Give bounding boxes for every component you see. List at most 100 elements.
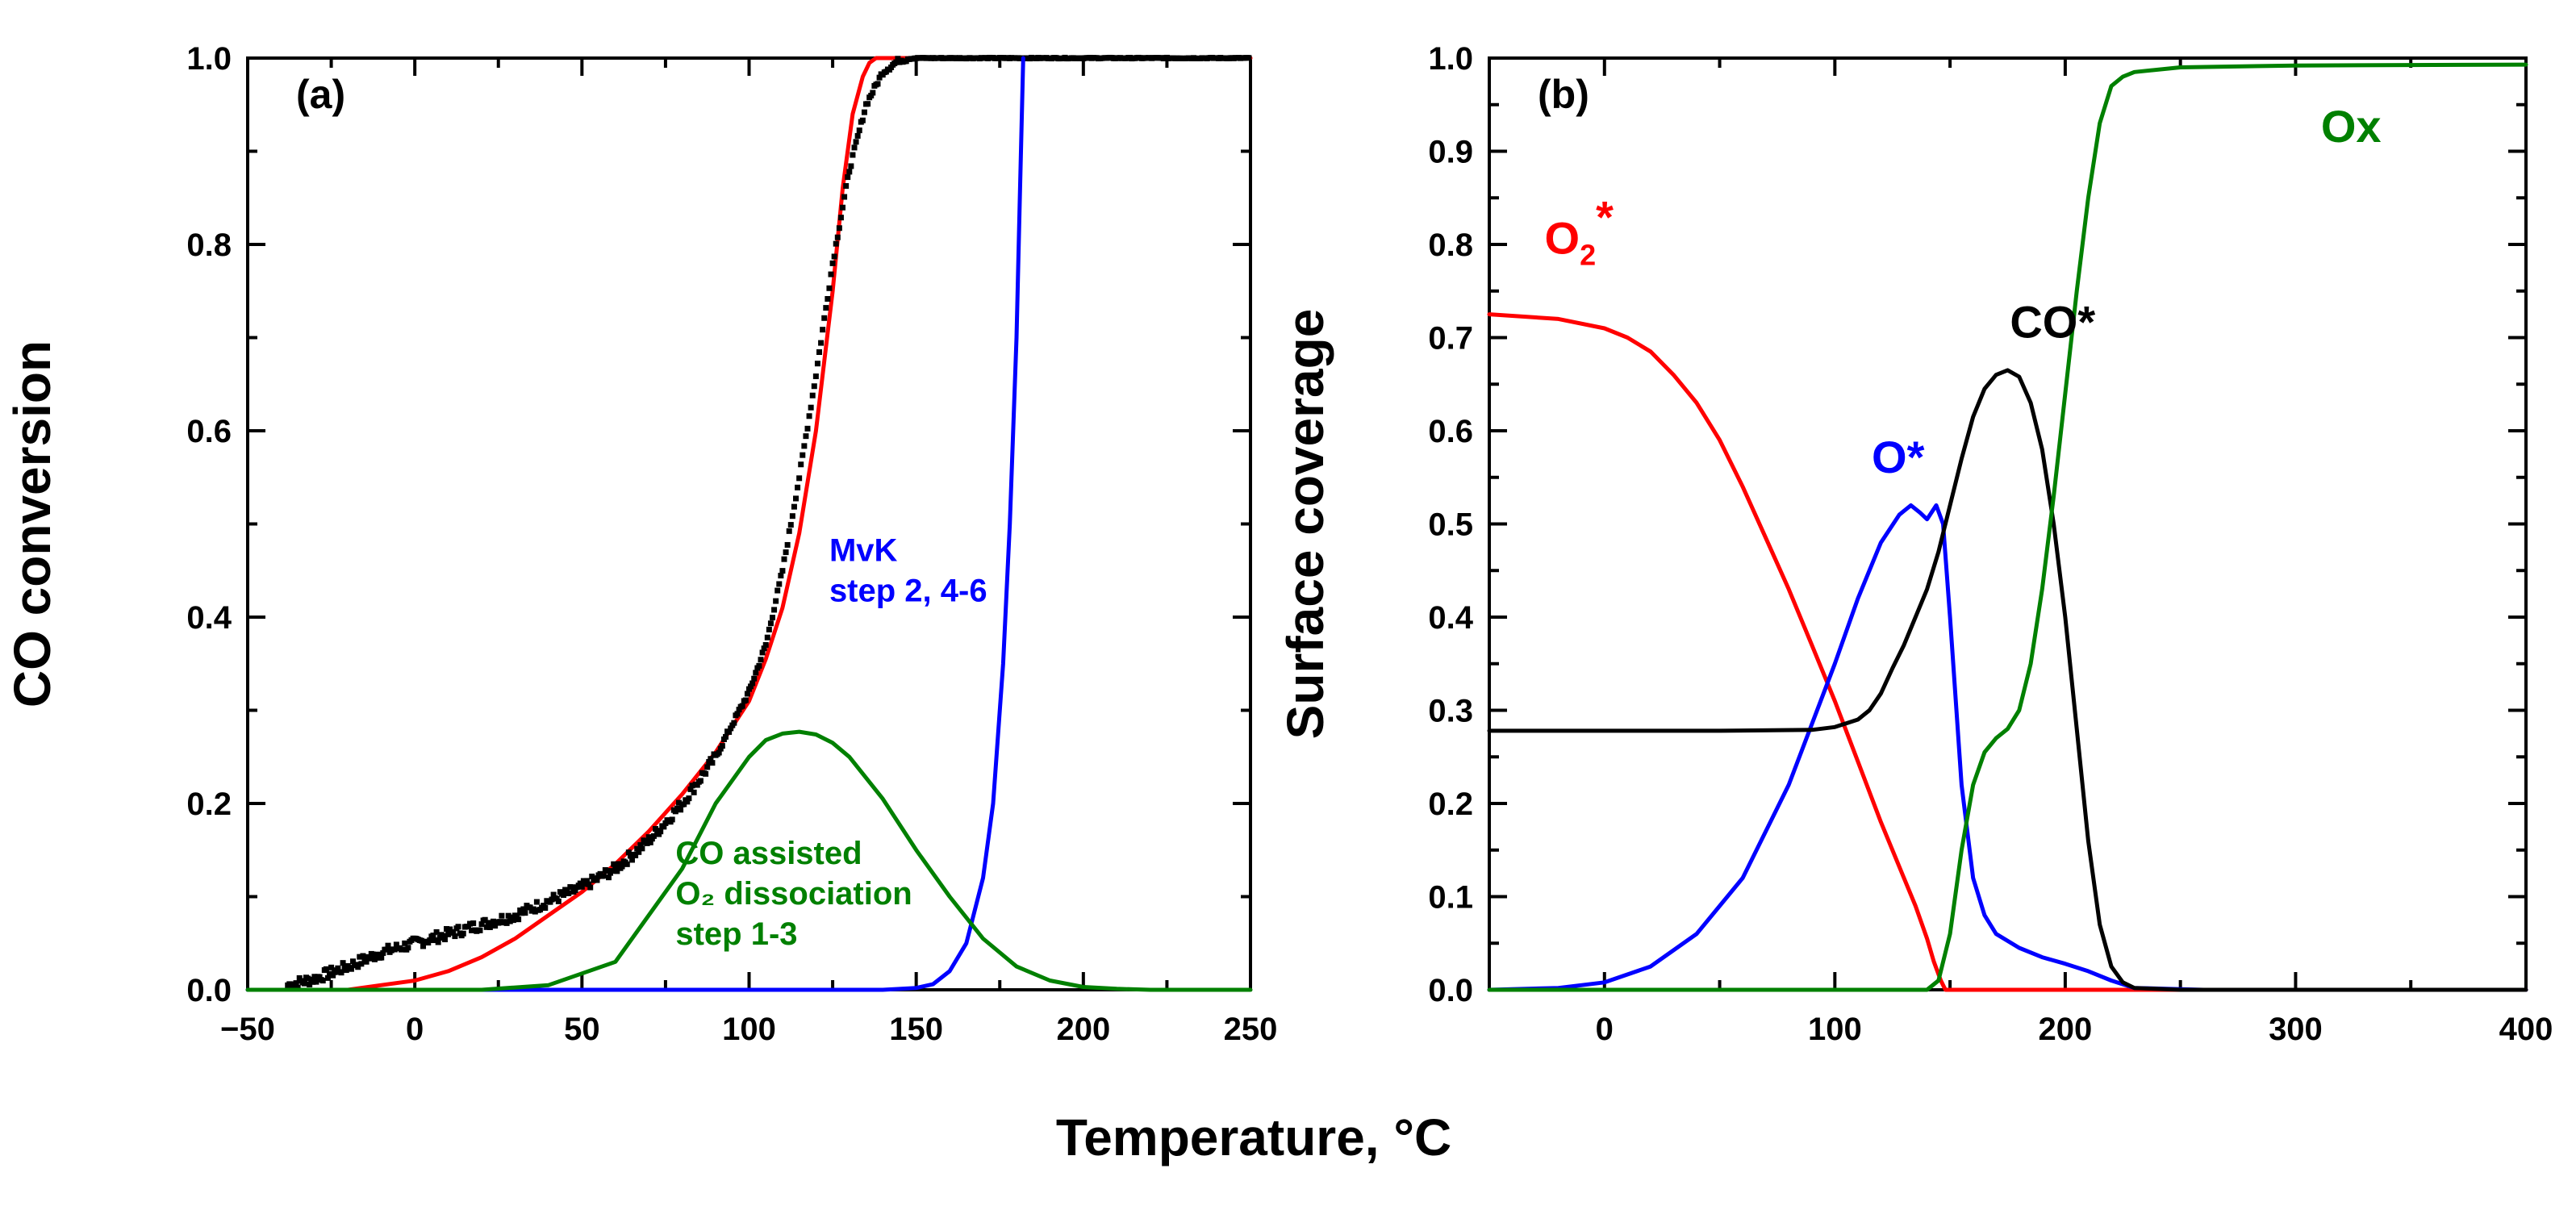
data-point: [672, 808, 678, 815]
data-point: [744, 691, 750, 697]
data-point: [734, 711, 741, 717]
data-point: [759, 649, 766, 656]
data-point: [767, 620, 774, 627]
data-point: [829, 260, 836, 266]
data-point: [791, 503, 797, 510]
series-label-sup: *: [1596, 192, 1614, 243]
data-point: [831, 253, 837, 260]
data-point: [778, 573, 784, 579]
data-point: [809, 392, 816, 399]
data-point: [686, 795, 692, 802]
plot-frame: [1488, 56, 2528, 991]
data-point: [343, 967, 349, 974]
x-tick-label: 50: [564, 1012, 600, 1047]
x-tick-label: 400: [2499, 1012, 2553, 1047]
data-point: [532, 908, 538, 915]
data-point: [310, 979, 316, 985]
data-point: [324, 974, 331, 981]
annotation-line: CO assisted: [675, 836, 862, 871]
data-point: [674, 805, 680, 812]
data-point: [851, 144, 858, 151]
data-point: [781, 556, 787, 562]
series-label: O2*: [1545, 192, 1614, 272]
data-point: [587, 884, 594, 891]
data-point: [366, 955, 373, 962]
data-point: [691, 789, 697, 795]
data-point: [709, 760, 716, 766]
data-point: [789, 513, 795, 520]
data-point: [786, 528, 792, 534]
data-point: [751, 675, 758, 682]
data-point: [533, 899, 540, 905]
y-tick-label: 0.4: [1428, 600, 1473, 636]
data-point: [756, 662, 762, 669]
data-point: [510, 917, 516, 924]
series-line-3: [245, 56, 1025, 992]
data-point: [603, 868, 610, 874]
data-point: [766, 626, 772, 632]
annotation-line: step 2, 4-6: [829, 574, 987, 609]
series-label: CO*: [2010, 297, 2095, 348]
data-point: [485, 920, 491, 926]
data-point: [313, 979, 319, 985]
data-point: [762, 641, 769, 648]
data-point: [812, 373, 819, 379]
data-point: [861, 109, 867, 115]
data-point: [578, 883, 585, 890]
data-point: [719, 743, 725, 749]
data-point: [627, 853, 633, 859]
annotation-line: step 1-3: [675, 916, 797, 952]
data-point: [374, 954, 380, 961]
data-point: [519, 910, 525, 916]
data-point: [460, 930, 466, 937]
data-point: [843, 183, 850, 190]
panel-b: 0 100 200 300 400 0.0 0.1 0.2 0.3 0.4 0.5 0.6 0.7 0.8…: [1276, 41, 2553, 1047]
data-point: [764, 634, 770, 641]
data-point: [748, 683, 754, 690]
data-point: [669, 816, 675, 823]
y-tick-label: 0.9: [1428, 135, 1473, 170]
data-point: [286, 981, 293, 987]
data-point: [527, 904, 533, 911]
data-point: [499, 912, 505, 919]
y-tick-label: 0.0: [186, 973, 232, 1008]
data-point: [633, 852, 639, 858]
data-point: [704, 764, 711, 770]
data-point: [776, 581, 783, 587]
data-point: [728, 725, 734, 732]
data-point: [378, 954, 385, 961]
series-label-text: Ox: [2321, 101, 2382, 152]
panel-label: (b): [1538, 72, 1589, 117]
y-tick-label: 0.8: [186, 227, 232, 263]
data-point: [440, 933, 446, 939]
x-tick-label: 0: [406, 1012, 424, 1047]
data-point: [697, 778, 703, 784]
series-line-1: [1487, 312, 2528, 992]
data-point: [774, 587, 781, 594]
x-tick-label: 0: [1596, 1012, 1614, 1047]
y-tick-label: 1.0: [186, 41, 232, 77]
data-point: [687, 786, 694, 792]
y-tick-label: 0.2: [1428, 787, 1473, 822]
data-point: [505, 912, 511, 919]
data-point: [722, 733, 729, 740]
series-line-2: [1487, 503, 2528, 992]
data-point: [662, 820, 669, 826]
data-point: [796, 475, 803, 482]
data-point: [492, 923, 499, 929]
data-point: [586, 881, 592, 887]
data-point: [418, 937, 424, 944]
data-point: [787, 522, 794, 528]
data-point: [850, 152, 856, 158]
data-point: [845, 174, 851, 181]
data-point: [793, 495, 800, 502]
y-tick-label: 0.7: [1428, 321, 1473, 357]
data-point: [338, 970, 344, 976]
data-point: [795, 484, 801, 490]
x-tick-label: 250: [1224, 1012, 1278, 1047]
y-tick-label: 0.3: [1428, 694, 1473, 729]
data-point: [624, 861, 630, 867]
data-point: [694, 782, 700, 788]
data-point: [316, 974, 323, 980]
data-point: [820, 327, 826, 333]
